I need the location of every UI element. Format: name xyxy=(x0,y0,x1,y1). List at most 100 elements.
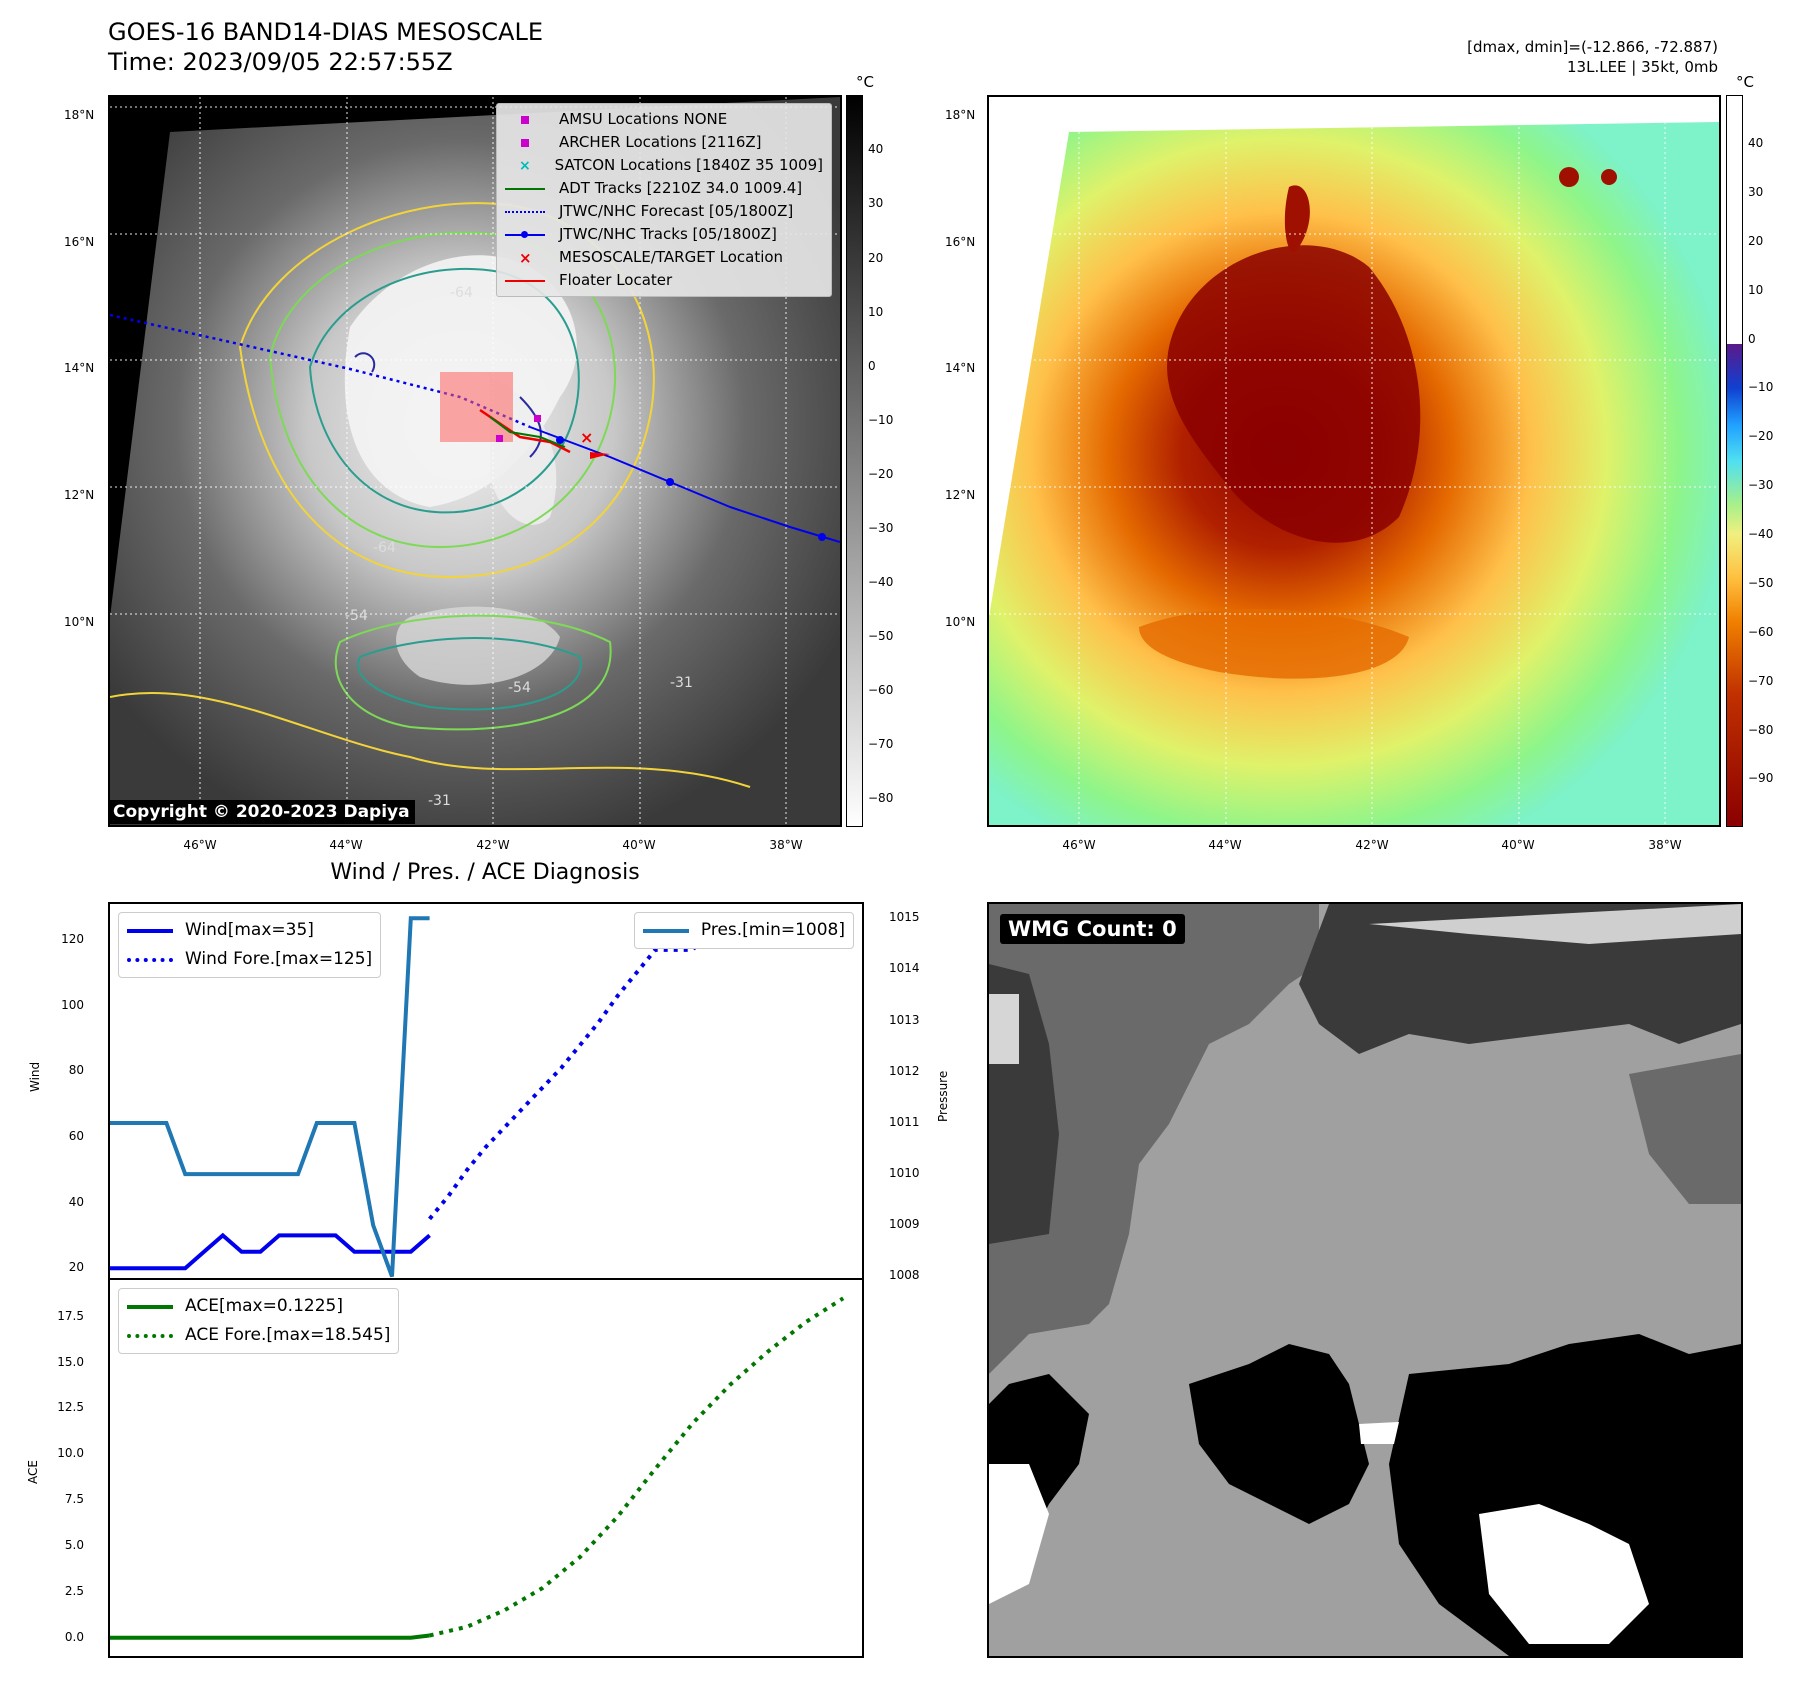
colorbar-tick-label: −50 xyxy=(868,629,894,643)
ace-chart xyxy=(110,1296,845,1640)
pressure-tick-label: 1013 xyxy=(889,1012,920,1027)
pressure-tick-label: 1012 xyxy=(889,1063,920,1078)
lon-tick-label: 38°W xyxy=(1648,838,1682,852)
ace-tick-label: 0.0 xyxy=(64,1629,84,1644)
lon-tick-label: 44°W xyxy=(1208,838,1242,852)
map-legend-item: JTWC/NHC Tracks [05/1800Z] xyxy=(505,223,823,246)
colorbar-tick-label: 10 xyxy=(1748,283,1764,297)
map-legend-item: × SATCON Locations [1840Z 35 1009] xyxy=(505,154,823,177)
map-legend-item: JTWC/NHC Forecast [05/1800Z] xyxy=(505,200,823,223)
contour-label: -31 xyxy=(428,793,451,809)
legend-swatch: × xyxy=(519,157,531,174)
map-legend-label: SATCON Locations [1840Z 35 1009] xyxy=(554,156,823,174)
wind-legend-label: Wind[max=35] xyxy=(185,920,314,940)
wind-tick-label: 20 xyxy=(68,1260,84,1275)
right-colorbar-unit: °C xyxy=(1736,73,1754,91)
figure-title: GOES-16 BAND14-DIAS MESOSCALE xyxy=(108,18,544,46)
wmg-panel xyxy=(987,902,1743,1658)
legend-swatch xyxy=(127,1304,173,1309)
legend-swatch xyxy=(642,928,689,933)
colorbar-tick-label: 20 xyxy=(868,251,884,265)
lat-tick-label: 12°N xyxy=(64,488,95,502)
colorbar-tick-label: 30 xyxy=(868,196,884,210)
lon-tick-label: 44°W xyxy=(329,838,363,852)
lat-tick-label: 10°N xyxy=(945,615,976,629)
colorbar-tick-label: −40 xyxy=(1748,527,1774,541)
lon-tick-label: 40°W xyxy=(1501,838,1535,852)
ir-enhanced-imagery xyxy=(989,97,1719,825)
series-line xyxy=(110,916,430,1278)
map-legend-label: Floater Locater xyxy=(559,271,673,289)
ir-grayscale-map: × -64 -64 -54 -54 -31 -31 AMSU Locations… xyxy=(108,95,842,827)
legend-swatch xyxy=(505,274,545,288)
lat-tick-label: 16°N xyxy=(64,235,95,249)
ace-tick-label: 15.0 xyxy=(57,1354,84,1369)
lon-tick-label: 42°W xyxy=(476,838,510,852)
colorbar-tick-label: −80 xyxy=(868,791,894,805)
pressure-tick-label: 1011 xyxy=(889,1114,920,1129)
colorbar-tick-label: 0 xyxy=(868,359,876,373)
legend-swatch xyxy=(127,928,173,933)
ace-tick-label: 10.0 xyxy=(57,1446,84,1461)
series-line xyxy=(110,1633,430,1640)
pressure-tick-label: 1010 xyxy=(889,1166,920,1181)
map-legend-item: ADT Tracks [2210Z 34.0 1009.4] xyxy=(505,177,823,200)
ace-ylabel: ACE xyxy=(26,1460,40,1484)
lon-tick-label: 46°W xyxy=(183,838,217,852)
lat-tick-label: 18°N xyxy=(945,108,976,122)
map-legend: AMSU Locations NONE ARCHER Locations [211… xyxy=(496,103,832,297)
wind-tick-label: 120 xyxy=(61,932,84,947)
ace-tick-label: 17.5 xyxy=(57,1308,84,1323)
map-legend-label: AMSU Locations NONE xyxy=(559,110,728,128)
wind-legend: Wind[max=35] Wind Fore.[max=125] xyxy=(118,912,382,978)
colorbar-tick-label: −60 xyxy=(868,683,894,697)
left-colorbar-unit: °C xyxy=(856,73,874,91)
colorbar-tick-label: −70 xyxy=(868,737,894,751)
colorbar-tick-label: 40 xyxy=(1748,136,1764,150)
ir-enhanced-map xyxy=(987,95,1721,827)
lon-tick-label: 46°W xyxy=(1062,838,1096,852)
figure-timestamp: Time: 2023/09/05 22:57:55Z xyxy=(108,48,453,76)
colorbar-tick-label: −80 xyxy=(1748,723,1774,737)
lon-tick-label: 42°W xyxy=(1355,838,1389,852)
copyright-badge: Copyright © 2020-2023 Dapiya xyxy=(108,800,415,824)
ace-forecast-legend-label: ACE Fore.[max=18.545] xyxy=(185,1325,391,1345)
legend-swatch xyxy=(127,1333,173,1338)
diagnosis-title: Wind / Pres. / ACE Diagnosis xyxy=(330,860,640,885)
lat-tick-label: 18°N xyxy=(64,108,95,122)
ace-tick-label: 7.5 xyxy=(64,1492,84,1507)
legend-swatch xyxy=(505,136,545,150)
lat-tick-label: 14°N xyxy=(64,361,95,375)
wmg-imagery xyxy=(989,904,1741,1656)
colorbar-tick-label: 10 xyxy=(868,305,884,319)
colorbar-tick-label: −10 xyxy=(1748,380,1774,394)
map-legend-item: ARCHER Locations [2116Z] xyxy=(505,131,823,154)
colorbar-tick-label: 0 xyxy=(1748,332,1756,346)
colorbar-tick-label: −40 xyxy=(868,575,894,589)
legend-swatch xyxy=(505,113,545,127)
colorbar-tick-label: 40 xyxy=(868,142,884,156)
storm-info: 13L.LEE | 35kt, 0mb xyxy=(1567,58,1718,76)
colorbar-tick-label: −60 xyxy=(1748,625,1774,639)
colorbar-tick-label: −30 xyxy=(1748,478,1774,492)
map-legend-label: ADT Tracks [2210Z 34.0 1009.4] xyxy=(559,179,803,197)
ace-legend: ACE[max=0.1225] ACE Fore.[max=18.545] xyxy=(118,1288,400,1354)
map-legend-label: ARCHER Locations [2116Z] xyxy=(559,133,762,151)
map-legend-item: × MESOSCALE/TARGET Location xyxy=(505,246,823,269)
lon-tick-label: 38°W xyxy=(769,838,803,852)
wind-ylabel: Wind xyxy=(28,1061,42,1092)
lat-tick-label: 14°N xyxy=(945,361,976,375)
wind-tick-label: 100 xyxy=(61,997,84,1012)
right-colorbar xyxy=(1726,95,1743,827)
wmg-count-badge: WMG Count: 0 xyxy=(1000,914,1185,944)
pressure-tick-label: 1015 xyxy=(889,910,920,925)
contour-label: -54 xyxy=(508,680,531,696)
wind-tick-label: 80 xyxy=(68,1063,84,1078)
lat-tick-label: 10°N xyxy=(64,615,95,629)
colorbar-tick-label: 30 xyxy=(1748,185,1764,199)
ace-tick-label: 2.5 xyxy=(64,1583,84,1598)
map-legend-label: JTWC/NHC Tracks [05/1800Z] xyxy=(559,225,777,243)
map-legend-label: JTWC/NHC Forecast [05/1800Z] xyxy=(559,202,794,220)
colorbar-tick-label: −70 xyxy=(1748,674,1774,688)
colorbar-tick-label: 20 xyxy=(1748,234,1764,248)
